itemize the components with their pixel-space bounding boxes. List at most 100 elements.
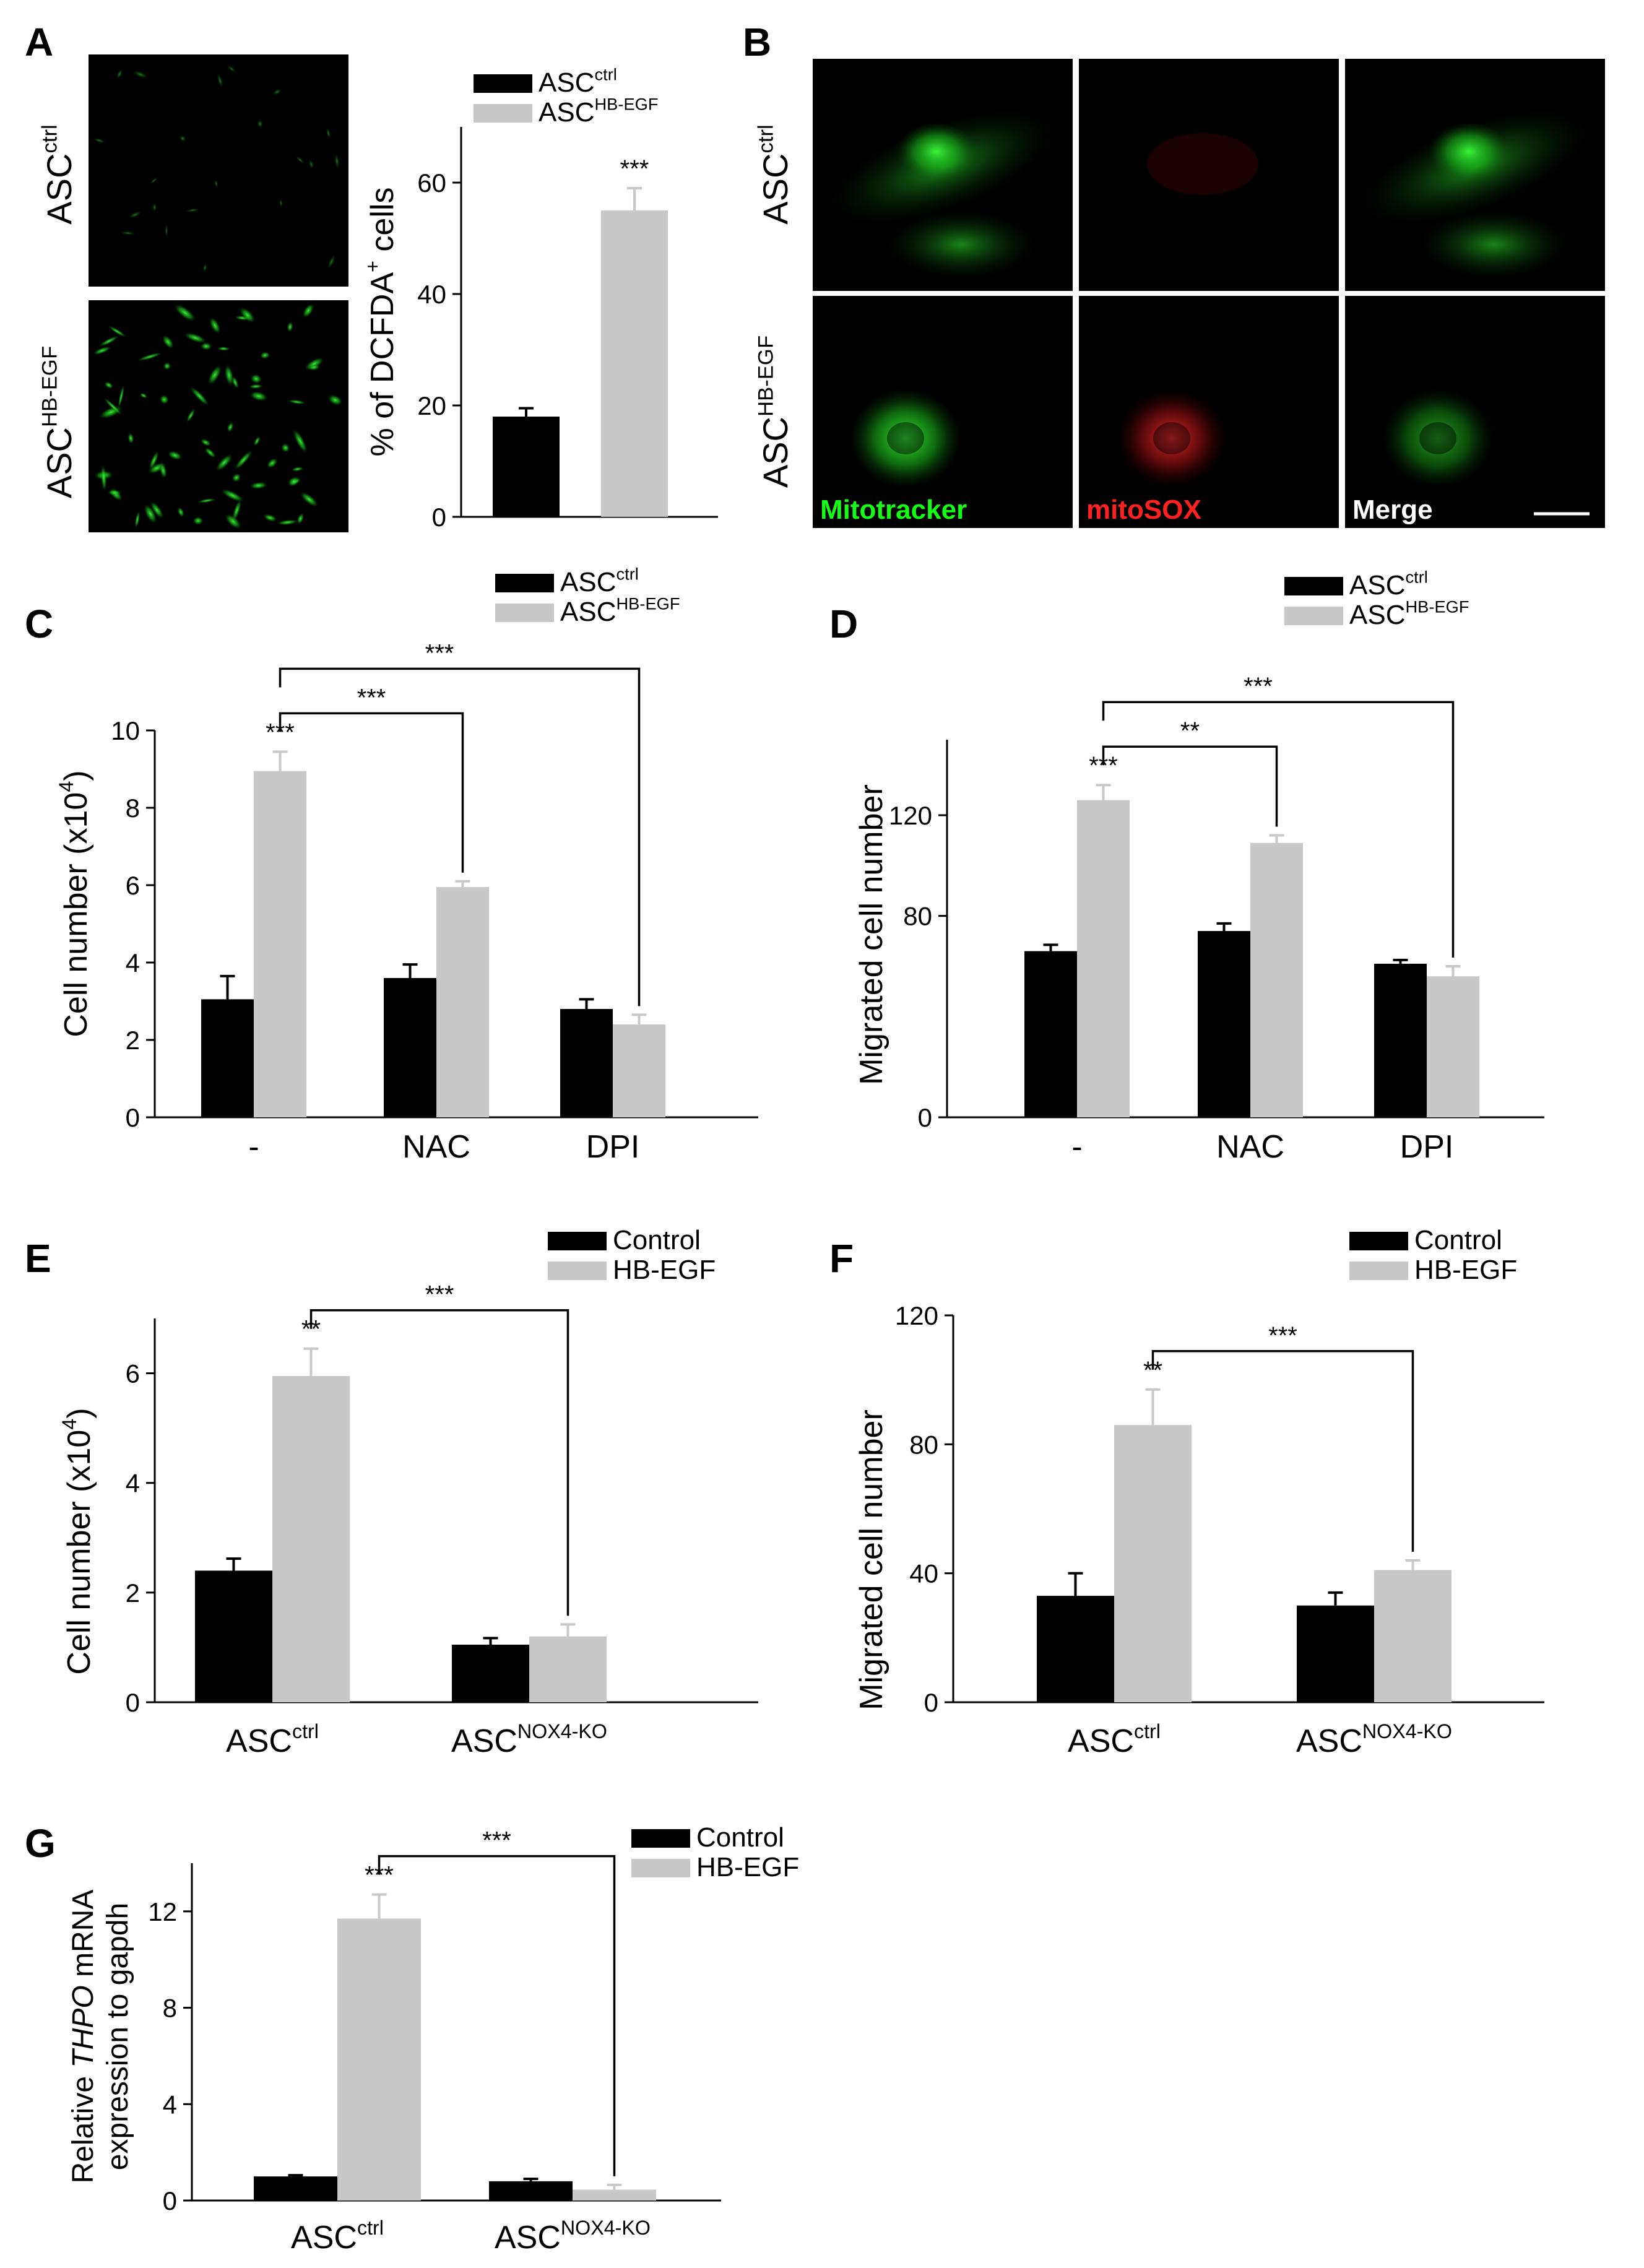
chart-f-axes: 0 40 80 120 Migrated cell number [854, 1301, 1544, 1717]
micro-a-cell [214, 179, 218, 188]
chart-d-category-label: - [1071, 1129, 1082, 1165]
micro-b-column-label: mitoSOX [1086, 495, 1201, 525]
micro-a-cell [144, 504, 157, 524]
chart-g-legend-swatch [631, 1829, 690, 1848]
chart-g-categories: ASCctrl ASCNOX4-KO [291, 2217, 651, 2256]
micro-a-cell [281, 443, 290, 452]
chart-g-bars [254, 1893, 656, 2201]
micro-a-cell [296, 513, 305, 525]
micro-a-cell [327, 394, 343, 406]
chart-d-categories: - NAC DPI [1071, 1129, 1453, 1165]
micro-a-cell [215, 454, 233, 472]
micro-a-row-label: ASCHB-EGF [38, 346, 79, 498]
micro-b-cell-body [1116, 389, 1227, 488]
chart-e-bracket-label: *** [425, 1281, 454, 1309]
chart-a-ytick-label: 0 [432, 503, 446, 532]
micro-a-cell [334, 153, 340, 170]
chart-g-brackets: *** [378, 1827, 616, 2176]
micro-a-cell [287, 476, 300, 487]
micro-a-cell [224, 365, 234, 386]
micro-a-cell [159, 394, 169, 405]
chart-g-legend-label: Control [696, 1822, 784, 1853]
chart-e-legend-label: HB-EGF [613, 1255, 716, 1285]
chart-g-ytick-label: 8 [163, 1994, 177, 2023]
chart-e: 0 2 4 6 Cell number (x104) ASCctrl ASCNOX4-KO *… [58, 1225, 758, 1759]
chart-c-bar [560, 1009, 613, 1117]
chart-f-bar [1374, 1570, 1451, 1702]
chart-c-categories: - NAC DPI [248, 1129, 639, 1165]
chart-c-bar [436, 887, 489, 1117]
chart-c-bar [254, 771, 306, 1117]
micro-a-cell [200, 438, 212, 447]
micro-a-cell [93, 137, 106, 144]
micro-b-row-label: ASCctrl [754, 124, 795, 224]
micro-a-cell [272, 89, 282, 95]
micro-a-cell [253, 436, 261, 446]
micro-a: ASCctrl ASCHB-EGF [38, 54, 348, 532]
chart-a-ytick-label: 40 [417, 280, 446, 309]
micro-a-cell [291, 467, 304, 472]
panel-letter-b: B [743, 20, 771, 64]
chart-e-bars [195, 1347, 607, 1702]
chart-d-ytick-label: 0 [918, 1103, 932, 1132]
micro-a-cell [209, 317, 221, 334]
micro-a-cell [167, 451, 183, 461]
micro-a-cell [250, 374, 262, 384]
chart-e-category-label: ASCNOX4-KO [451, 1720, 607, 1759]
chart-f-bracket [1151, 1350, 1414, 1552]
chart-e-bar [195, 1570, 272, 1702]
chart-a: 0 20 40 60 % of DCFDA+ cells *** ASCctrlASCHB-… [361, 65, 718, 532]
micro-a-cell [163, 362, 171, 370]
chart-a-legend-label: ASCHB-EGF [539, 95, 659, 128]
chart-d-bar [1250, 842, 1303, 1117]
panel-letter-d: D [829, 602, 858, 646]
chart-c-category-label: - [248, 1129, 259, 1165]
chart-f-ytick-label: 0 [924, 1688, 938, 1717]
micro-b-cell-nucleus [1419, 422, 1456, 454]
micro-a-cell [189, 386, 209, 406]
chart-e-categories: ASCctrl ASCNOX4-KO [226, 1720, 607, 1759]
chart-g-bar [337, 1918, 421, 2201]
chart-d-bar [1198, 931, 1250, 1117]
micro-b-cell-body [1382, 389, 1494, 488]
chart-a-bar [493, 417, 560, 517]
micro-a-cell [259, 352, 270, 359]
chart-d-bar [1374, 963, 1427, 1117]
chart-a-bars [493, 187, 668, 517]
micro-a-cell [327, 254, 336, 269]
micro-a-cell [263, 514, 277, 522]
chart-d-bars [1024, 784, 1479, 1117]
micro-a-cell [132, 70, 149, 79]
chart-c-bracket-label: *** [357, 684, 386, 711]
chart-a-bar [601, 210, 668, 517]
chart-a-ylabel: % of DCFDA+ cells [361, 188, 400, 457]
chart-d-ytick-label: 80 [903, 902, 932, 931]
chart-c-bracket [279, 667, 641, 1006]
micro-b-cell-body [887, 210, 1036, 279]
micro-b-cell-nucleus [1429, 122, 1509, 181]
micro-a-cell [162, 335, 174, 349]
chart-g-category-label: ASCctrl [291, 2217, 384, 2256]
chart-e-legend-label: Control [613, 1225, 701, 1255]
micro-a-cell [227, 65, 236, 73]
chart-d-bar [1427, 976, 1479, 1117]
micro-a-cell [277, 519, 298, 526]
chart-g: 0 4 8 12 Relative THPO mRNAexpression to gap… [67, 1822, 799, 2256]
chart-f-category-label: ASCNOX4-KO [1296, 1720, 1452, 1759]
micro-a-cell [179, 135, 187, 142]
chart-f-legend-label: HB-EGF [1414, 1255, 1517, 1285]
chart-f-ytick-label: 40 [909, 1559, 938, 1588]
chart-g-bar [489, 2181, 573, 2201]
micro-b-cell-nucleus [887, 422, 924, 454]
micro-a-cell [227, 422, 234, 433]
micro-a-cell [152, 202, 157, 212]
chart-e-legend-swatch [548, 1232, 607, 1250]
chart-f: 0 40 80 120 Migrated cell number ASCctrl ASCNO… [854, 1225, 1544, 1759]
micro-a-cell [177, 506, 184, 517]
chart-c-legend-swatch [495, 604, 554, 622]
chart-d-legend-swatch [1284, 577, 1343, 595]
